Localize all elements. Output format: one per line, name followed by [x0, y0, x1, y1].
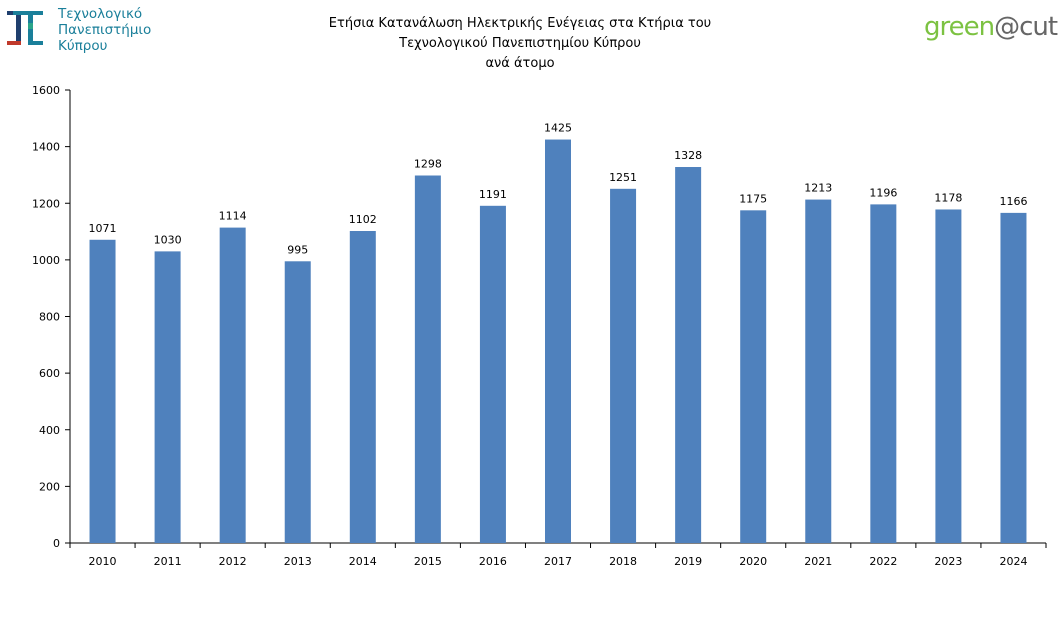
data-label-2010: 1071: [89, 222, 117, 235]
x-tick-label-2023: 2023: [934, 555, 962, 568]
y-tick-label: 600: [39, 367, 60, 380]
bar-2015: [414, 175, 441, 543]
bar-2023: [935, 209, 962, 543]
logo-line-1: Τεχνολογικό: [58, 6, 143, 22]
bar-2021: [805, 199, 832, 543]
x-tick-label-2017: 2017: [544, 555, 572, 568]
bar-2010: [89, 239, 116, 543]
title-line-1: Ετήσια Κατανάλωση Ηλεκτρικής Ενέγειας στ…: [328, 16, 712, 31]
data-label-2012: 1114: [219, 210, 247, 223]
x-tick-label-2020: 2020: [739, 555, 767, 568]
data-label-2017: 1425: [544, 122, 572, 135]
y-tick-label: 400: [39, 424, 60, 437]
green-at-cut-logo: green@cut: [924, 12, 1058, 42]
data-label-2018: 1251: [609, 171, 637, 184]
x-tick-label-2021: 2021: [804, 555, 832, 568]
data-label-2024: 1166: [999, 195, 1027, 208]
y-tick-label: 1400: [32, 141, 60, 154]
y-tick-label: 1000: [32, 254, 60, 267]
x-tick-label-2018: 2018: [609, 555, 637, 568]
chart-title: Ετήσια Κατανάλωση Ηλεκτρικής Ενέγειας στ…: [260, 14, 780, 74]
y-tick-label: 200: [39, 480, 60, 493]
logo-line-3: Κύπρου: [58, 38, 108, 54]
bar-2012: [219, 227, 246, 543]
x-tick-label-2019: 2019: [674, 555, 702, 568]
y-tick-label: 800: [39, 311, 60, 324]
data-label-2016: 1191: [479, 188, 507, 201]
logo-green-part: green: [924, 12, 995, 42]
y-tick-label: 1600: [32, 84, 60, 97]
x-tick-label-2014: 2014: [349, 555, 377, 568]
bar-2013: [284, 261, 311, 543]
bar-2014: [349, 230, 376, 543]
data-label-2022: 1196: [869, 186, 897, 199]
y-tick-label: 1200: [32, 197, 60, 210]
bar-2020: [740, 210, 767, 543]
x-tick-label-2013: 2013: [284, 555, 312, 568]
bar-2017: [545, 139, 571, 543]
x-tick-label-2022: 2022: [869, 555, 897, 568]
x-tick-label-2012: 2012: [219, 555, 247, 568]
x-tick-label-2011: 2011: [154, 555, 182, 568]
bar-2018: [610, 188, 637, 544]
bar-2016: [479, 205, 506, 543]
x-tick-label-2024: 2024: [999, 555, 1027, 568]
data-label-2015: 1298: [414, 158, 442, 171]
bar-2011: [154, 251, 181, 543]
data-label-2011: 1030: [154, 233, 182, 246]
university-logo-text: Τεχνολογικό Πανεπιστήμιο Κύπρου: [58, 6, 151, 54]
bar-2024: [1000, 212, 1027, 543]
title-line-3: ανά άτομο: [485, 56, 555, 71]
data-label-2020: 1175: [739, 192, 767, 205]
x-tick-label-2016: 2016: [479, 555, 507, 568]
utc-logo-icon: [7, 11, 43, 45]
data-label-2019: 1328: [674, 149, 702, 162]
bar-2022: [870, 204, 897, 543]
bar-2019: [675, 167, 702, 543]
y-tick-label: 0: [53, 537, 60, 550]
data-label-2013: 995: [287, 243, 308, 256]
title-line-2: Τεχνολογικού Πανεπιστημίου Κύπρου: [399, 36, 641, 51]
x-tick-label-2010: 2010: [89, 555, 117, 568]
data-label-2014: 1102: [349, 213, 377, 226]
logo-cut-part: @cut: [994, 12, 1058, 42]
data-label-2023: 1178: [934, 191, 962, 204]
x-tick-label-2015: 2015: [414, 555, 442, 568]
data-label-2021: 1213: [804, 182, 832, 195]
logo-line-2: Πανεπιστήμιο: [58, 22, 152, 38]
